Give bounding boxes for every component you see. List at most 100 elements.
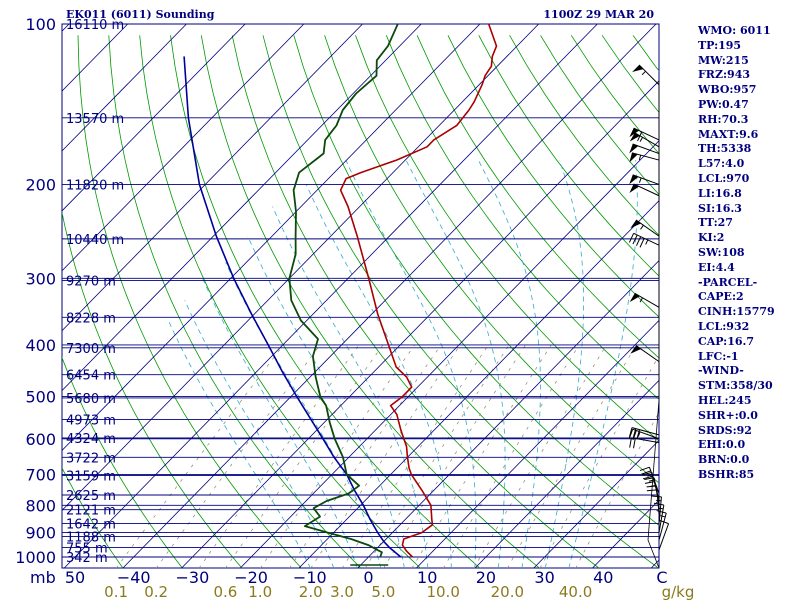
station-title: EK011 (6011) Sounding	[66, 8, 215, 21]
isotherm-line	[0, 24, 10, 568]
sounding-index-item: CINH:15779	[698, 305, 775, 319]
height-label: 4973 m	[66, 413, 116, 428]
dry-adiabat-line	[293, 35, 659, 526]
isotherm-line	[63, 24, 598, 568]
height-label: 1188 m	[66, 530, 116, 545]
pressure-tick-label: 900	[25, 524, 56, 543]
sounding-index-item: STM:358/30	[698, 379, 773, 393]
sounding-index-item: L57:4.0	[698, 157, 745, 171]
height-label: 6454 m	[66, 369, 116, 384]
dry-adiabats	[62, 35, 659, 568]
mixing-ratio-line	[411, 344, 552, 568]
moist-adiabat-line	[305, 184, 452, 568]
mixing-ratio-unit-label: g/kg	[662, 583, 695, 600]
dry-adiabat-line	[447, 35, 659, 318]
hodograph-trace	[647, 80, 660, 569]
moist-adiabat-line	[168, 320, 311, 568]
height-label: 11820 m	[66, 178, 124, 193]
height-label: 9270 m	[66, 275, 116, 290]
mixing-ratio-tick-label: 0.1	[104, 583, 128, 600]
temperature-tick-label: 0	[363, 568, 373, 587]
mixing-ratio-line	[341, 344, 489, 568]
mixing-ratio-tick-label: 20.0	[491, 583, 524, 600]
sounding-index-item: BSHR:85	[698, 467, 755, 481]
mixing-ratio-line	[473, 344, 607, 568]
sounding-index-item: WMO: 6011	[698, 24, 771, 37]
sounding-index-item: SW:108	[698, 245, 745, 259]
sounding-index-item: LFC:-1	[698, 349, 739, 363]
moist-adiabat-line	[568, 160, 638, 568]
sounding-index-item: HEL:245	[698, 393, 752, 407]
wind-barb	[632, 64, 660, 86]
height-label: 2121 m	[66, 504, 116, 519]
temperature-tick-label: 10	[417, 568, 437, 587]
sounding-index-item: -WIND-	[698, 364, 744, 378]
pressure-tick-label: 600	[25, 430, 56, 449]
mixing-ratio-lines	[115, 344, 659, 568]
mixing-ratio-line	[507, 344, 637, 568]
wind-barb	[629, 132, 660, 148]
dry-adiabat-line	[62, 467, 124, 568]
height-label: 1642 m	[66, 517, 116, 532]
dry-adiabat-line	[139, 35, 421, 568]
temperature-tick-label: −10	[293, 568, 327, 587]
dry-adiabat-line	[231, 35, 600, 568]
isotherm-line	[62, 24, 305, 272]
pressure-tick-label: 800	[25, 496, 56, 515]
wind-profile	[628, 64, 670, 569]
pressure-unit-label: mb	[30, 568, 56, 587]
dry-adiabat-line	[478, 35, 659, 277]
dry-adiabat-line	[262, 35, 659, 568]
temperature-tick-label: C	[656, 568, 667, 587]
temperature-tick-label: 40	[593, 568, 613, 587]
sounding-index-item: TT:27	[698, 216, 733, 230]
sounding-index-item: TH:5338	[698, 142, 752, 156]
sounding-index-item: EI:4.4	[698, 260, 735, 274]
sounding-time: 1100Z 29 MAR 20	[543, 8, 654, 21]
isobars	[62, 24, 659, 558]
wind-barb	[629, 437, 660, 449]
mixing-ratio-tick-label: 0.2	[144, 583, 168, 600]
isotherm-line	[122, 24, 657, 568]
temperature-tick-label: 20	[476, 568, 496, 587]
pressure-tick-label: 200	[25, 175, 56, 194]
isotherms	[0, 24, 659, 568]
dry-adiabat-line	[108, 35, 362, 568]
wind-barb	[629, 152, 660, 163]
moist-adiabat-line	[345, 159, 477, 568]
pressure-tick-label: 1000	[15, 548, 56, 567]
sounding-index-item: LI:16.8	[698, 186, 742, 200]
height-label: 16110 m	[66, 18, 124, 33]
height-label: 5680 m	[66, 392, 116, 407]
isotherm-line	[357, 259, 659, 568]
sounding-index-item: KI:2	[698, 231, 725, 245]
sounding-index-item: MAXT:9.6	[698, 127, 759, 141]
height-label: 755 m	[66, 542, 108, 557]
wind-barb	[629, 174, 660, 185]
temperature-tick-label: −30	[176, 568, 210, 587]
mixing-ratio-tick-label: 0.6	[213, 583, 237, 600]
mixing-ratio-tick-label: 40.0	[559, 583, 592, 600]
pressure-tick-label: 400	[25, 336, 56, 355]
height-label: 4324 m	[66, 432, 116, 447]
sounding-index-item: PW:0.47	[698, 97, 749, 111]
mixing-ratio-line	[575, 411, 659, 568]
pressure-tick-label: 700	[25, 465, 56, 484]
dry-adiabat-line	[324, 35, 659, 484]
isotherm-line	[474, 379, 659, 568]
sounding-index-item: WBO:957	[698, 83, 757, 97]
isotherm-line	[62, 24, 481, 452]
wind-barb	[658, 519, 670, 551]
plot-area	[61, 23, 660, 569]
mixing-ratio-tick-label: 10.0	[426, 583, 459, 600]
moist-adiabat-line	[478, 159, 541, 568]
mixing-ratio-line	[383, 344, 526, 568]
mixing-ratio-line	[364, 344, 510, 568]
sounding-index-item: FRZ:943	[698, 68, 751, 82]
temperature-trace-line	[339, 24, 498, 558]
isotherm-line	[62, 24, 70, 32]
sounding-index-item: BRN:0.0	[698, 453, 750, 467]
isotherm-line	[181, 80, 659, 568]
wind-barb	[630, 219, 660, 237]
